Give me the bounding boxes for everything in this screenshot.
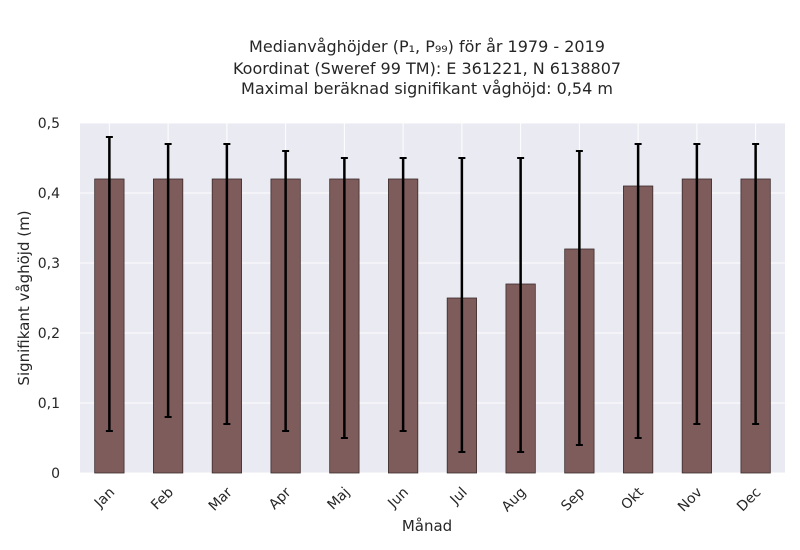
x-tick-label: Sep <box>558 484 588 514</box>
x-tick-label: Mar <box>206 484 236 514</box>
x-tick-label: Aug <box>499 485 530 516</box>
chart-title-line-1: Medianvåghöjder (P₁, P₉₉) för år 1979 - … <box>249 37 605 56</box>
x-tick-label: Jun <box>384 485 411 512</box>
y-tick-label: 0,5 <box>38 116 60 132</box>
x-tick-label: Nov <box>675 485 706 516</box>
y-tick-label: 0,2 <box>38 326 60 342</box>
plot-background <box>80 123 785 473</box>
x-axis-ticks: Jan Feb Mar Apr Maj Jun Jul Aug Sep Okt Nov Dec <box>91 484 765 515</box>
x-axis-label: Månad <box>402 517 452 535</box>
chart-title-line-3: Maximal beräknad signifikant våghöjd: 0,… <box>241 79 613 98</box>
x-tick-label: Jan <box>91 485 118 512</box>
x-tick-label: Feb <box>148 484 177 513</box>
y-tick-label: 0,3 <box>38 256 60 272</box>
y-tick-label: 0,4 <box>38 186 60 202</box>
y-axis-label: Signifikant våghöjd (m) <box>15 210 33 385</box>
x-tick-label: Okt <box>618 484 647 513</box>
chart-title-line-2: Koordinat (Sweref 99 TM): E 361221, N 61… <box>233 59 621 78</box>
x-tick-label: Dec <box>734 485 764 515</box>
y-axis-ticks: 0 0,1 0,2 0,3 0,4 0,5 <box>38 116 60 482</box>
x-tick-label: Apr <box>266 484 295 513</box>
x-tick-label: Jul <box>447 485 471 509</box>
x-tick-label: Maj <box>325 485 354 514</box>
y-tick-label: 0,1 <box>38 396 60 412</box>
error-bars <box>105 136 760 453</box>
y-tick-label: 0 <box>51 466 60 482</box>
